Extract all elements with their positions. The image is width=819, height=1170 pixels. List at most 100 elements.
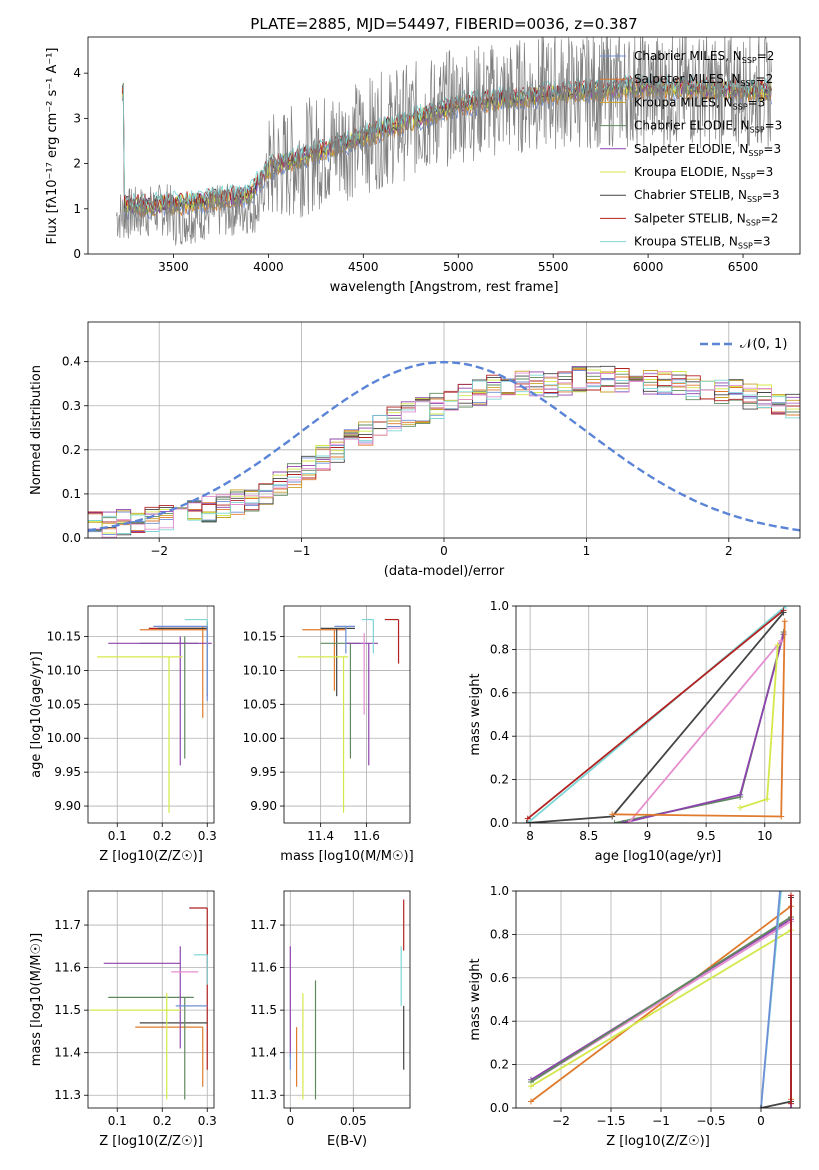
- mass-weight-marker: [780, 609, 787, 616]
- legend-label: Salpeter STELIB, NSSP=2: [634, 211, 778, 227]
- age_vs_mass-panel: 11.4 11.6 9.90 9.95 10.00 10.05 10.10 10.15 mass…: [243, 605, 414, 864]
- weight_vs_z-ytick-label: 1.0: [490, 884, 509, 898]
- weight_vs_z-plot-area: [516, 891, 800, 1108]
- mass_vs_ebv-ytick-label: 11.5: [250, 1003, 277, 1017]
- mass-weight-marker: [774, 642, 781, 649]
- gaussian-reference-curve: [88, 360, 800, 532]
- mass-weight-marker: [781, 618, 788, 625]
- spectrum-xlabel: wavelength [Angstrom, rest frame]: [330, 280, 559, 295]
- mass_vs_z-ytick-label: 11.6: [54, 961, 81, 975]
- weight_vs_z-ytick-label: 0.4: [490, 1014, 509, 1028]
- mass_vs_z-panel: 0.1 0.2 0.3 11.3 11.4 11.5 11.6 11.7 Z [log10(Z/…: [29, 890, 217, 1149]
- weight_vs_age-ytick-label: 0.6: [490, 686, 509, 700]
- mass_vs_z-xtick-label: 0.1: [108, 1114, 127, 1128]
- legend-label: Salpeter MILES, NSSP=2: [634, 72, 773, 88]
- mass-weight-marker: [764, 796, 771, 803]
- weight_vs_z-marks: [528, 891, 794, 1108]
- mass_vs_z-plot-area: [88, 891, 214, 1108]
- weight_vs_age-xtick-label: 9.5: [697, 829, 716, 843]
- age_vs_mass-ytick-label: 10.05: [243, 697, 277, 711]
- mass-weight-marker: [523, 820, 530, 823]
- mass-weight-marker: [788, 892, 794, 899]
- residuals-ytick-label: 0.1: [62, 487, 81, 501]
- mass-weight-marker: [778, 891, 784, 894]
- residuals-panel: −2 −1 0 1 2 0.0 0.1 0.2 0.3 0.4 (data-model)/error…: [29, 321, 801, 579]
- gaussian-legend-label: 𝒩(0, 1): [740, 337, 787, 352]
- weight_vs_z-xlabel: Z [log10(Z/Z☉)]: [606, 1134, 710, 1149]
- residuals-frame: [87, 321, 801, 539]
- spectrum-marks: [116, 37, 772, 246]
- mass-weight-marker: [782, 606, 789, 609]
- weight_vs_age-xtick-label: 10: [757, 829, 772, 843]
- legend-label: Chabrier ELODIE, NSSP=3: [634, 119, 782, 135]
- residual-histogram: [88, 365, 800, 536]
- age_vs_z-ytick-label: 9.90: [54, 799, 81, 813]
- age_vs_z-marks: [97, 618, 212, 813]
- age_vs_mass-marks: [297, 618, 400, 813]
- weight_vs_age-ytick-label: 0.0: [490, 816, 509, 830]
- residuals-xtick-label: −1: [293, 544, 311, 558]
- weight_vs_z-xtick-label: −2: [552, 1114, 570, 1128]
- residuals-xtick-label: −2: [150, 544, 168, 558]
- mass_vs_z-xtick-label: 0.3: [198, 1114, 217, 1128]
- spectrum-xtick-label: 5000: [443, 260, 474, 274]
- weight_vs_z-ytick-label: 0.0: [490, 1101, 509, 1115]
- spectrum-panel: 3500 4000 4500 5000 5500 6000 6500 0 1 2 3 4 PLATE=2…: [45, 15, 801, 295]
- mass_vs_ebv-xtick-label: 0: [286, 1114, 294, 1128]
- weight_vs_z-ytick-label: 0.6: [490, 971, 509, 985]
- weight_vs_age-ytick-label: 1.0: [490, 599, 509, 613]
- weight_vs_z-panel: −2 −1.5 −1 −0.5 0 0.0 0.2 0.4 0.6 0.8 1.0 Z [log10(…: [468, 884, 801, 1149]
- mass-weight-marker: [737, 791, 744, 798]
- age_vs_z-xtick-label: 0.3: [198, 829, 217, 843]
- age_vs_mass-ytick-label: 10.00: [243, 731, 277, 745]
- residuals-ylabel: Normed distribution: [29, 365, 44, 495]
- residual-histogram: [88, 369, 800, 534]
- mass-weight-marker: [611, 820, 618, 823]
- mass-weight-marker: [619, 820, 626, 823]
- age_vs_z-ytick-label: 10.15: [47, 630, 81, 644]
- mass_vs_z-frame: [87, 890, 215, 1109]
- spectrum-xtick-label: 6000: [633, 260, 664, 274]
- mass_vs_z-ylabel: mass [log10(M/M☉)]: [29, 933, 44, 1066]
- spectrum-frame: [87, 36, 801, 255]
- spectrum-ytick-label: 4: [73, 66, 81, 80]
- mass_vs_z-ytick-label: 11.3: [54, 1088, 81, 1102]
- mass_vs_z-ytick-label: 11.7: [54, 918, 81, 932]
- spectrum-ylabel: Flux [fλ10⁻¹⁷ erg cm⁻² s⁻¹ A⁻¹]: [45, 48, 60, 245]
- weight_vs_age-frame: [515, 605, 801, 824]
- legend-label: Chabrier STELIB, NSSP=3: [634, 188, 780, 204]
- weight_vs_z-frame: [515, 890, 801, 1109]
- weight_vs_age-ytick-label: 0.8: [490, 642, 509, 656]
- observed-spectrum-line: [116, 37, 772, 246]
- weight_vs_z-ylabel: mass weight: [468, 958, 483, 1040]
- residuals-xtick-label: 0: [440, 544, 448, 558]
- mass-weight-line: [760, 891, 781, 1108]
- spectrum-xtick-label: 5500: [538, 260, 569, 274]
- age_vs_z-panel: 0.1 0.2 0.3 9.90 9.95 10.00 10.05 10.10 10.15 Z […: [29, 605, 217, 864]
- spectrum-ytick-label: 0: [73, 247, 81, 261]
- mass_vs_ebv-ytick-label: 11.3: [250, 1088, 277, 1102]
- age_vs_mass-plot-area: [284, 606, 410, 823]
- age_vs_z-xtick-label: 0.1: [108, 829, 127, 843]
- mass-weight-marker: [788, 1100, 794, 1107]
- legend-label: Kroupa ELODIE, NSSP=3: [634, 165, 773, 181]
- spectrum-title: PLATE=2885, MJD=54497, FIBERID=0036, z=0…: [250, 15, 637, 33]
- age_vs_z-plot-area: [88, 606, 214, 823]
- spectrum-xtick-label: 4500: [348, 260, 379, 274]
- mass_vs_ebv-ytick-label: 11.4: [250, 1046, 277, 1060]
- spectrum-xtick-label: 3500: [158, 260, 189, 274]
- mass_vs_z-xtick-label: 0.2: [153, 1114, 172, 1128]
- weight_vs_age-marks: [523, 606, 789, 823]
- spectrum-ytick-label: 1: [73, 202, 81, 216]
- mass-weight-marker: [609, 811, 616, 818]
- legend-label: Chabrier MILES, NSSP=2: [634, 49, 774, 65]
- weight_vs_age-ytick-label: 0.2: [490, 773, 509, 787]
- spectrum-ytick-label: 2: [73, 157, 81, 171]
- mass-weight-marker: [758, 1105, 764, 1108]
- residuals-xtick-label: 2: [725, 544, 733, 558]
- spectrum-xtick-label: 4000: [253, 260, 284, 274]
- mass-weight-marker: [778, 813, 785, 820]
- mass_vs_z-ytick-label: 11.5: [54, 1003, 81, 1017]
- residual-histogram: [88, 367, 800, 524]
- mass_vs_ebv-ytick-label: 11.6: [250, 961, 277, 975]
